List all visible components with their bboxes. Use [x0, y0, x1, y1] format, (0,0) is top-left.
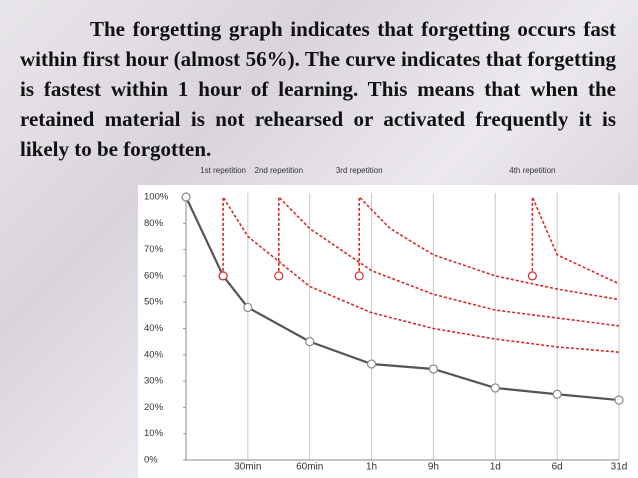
- series-line: [277, 195, 620, 327]
- y-tick-label: 40%: [144, 349, 164, 360]
- data-point: [181, 192, 191, 202]
- y-tick-label: 20%: [144, 402, 164, 413]
- x-tick-label: 30min: [234, 462, 261, 473]
- data-point: [354, 271, 364, 281]
- y-tick-label: 30%: [144, 376, 164, 387]
- series-line: [358, 195, 620, 301]
- data-point: [614, 395, 624, 405]
- repetition-label: 3rd repetition: [335, 166, 383, 175]
- y-tick-label: 60%: [144, 270, 164, 281]
- x-tick-label: 31d: [611, 462, 628, 473]
- data-point: [243, 302, 253, 313]
- y-tick-label: 10%: [144, 428, 164, 439]
- data-point: [218, 271, 228, 281]
- series-line: [222, 194, 620, 353]
- y-tick-label: 0%: [144, 455, 158, 466]
- chart: 30min 60min 1h 9h 1d 6d 31d 100% 80% 70% 60% 50% 40%…: [138, 185, 638, 478]
- y-tick-label: 40%: [144, 323, 164, 334]
- paragraph: The forgetting graph indicates that forg…: [20, 17, 616, 161]
- y-tick-label: 50%: [144, 297, 164, 308]
- x-tick-label: 1h: [366, 462, 377, 473]
- y-tick-label: 70%: [144, 244, 164, 255]
- chart-background: [138, 185, 638, 478]
- data-point: [305, 337, 315, 347]
- data-point: [552, 389, 562, 399]
- repetition-label: 4th repetition: [509, 166, 556, 175]
- x-tick-label: 6d: [552, 462, 563, 473]
- data-point: [527, 271, 537, 281]
- x-tick-label: 60min: [296, 462, 323, 473]
- x-tick-label: 9h: [428, 462, 439, 473]
- x-tick-label: 1d: [490, 462, 501, 473]
- series-line: [531, 196, 620, 285]
- data-point: [428, 364, 439, 374]
- data-point: [490, 383, 500, 393]
- repetition-label: 1st repetition: [200, 166, 247, 175]
- y-tick-label: 80%: [144, 218, 164, 229]
- data-point: [274, 271, 284, 281]
- y-tick-label: 100%: [144, 192, 169, 203]
- repetition-label: 2nd repetition: [254, 166, 304, 175]
- data-point: [366, 359, 377, 369]
